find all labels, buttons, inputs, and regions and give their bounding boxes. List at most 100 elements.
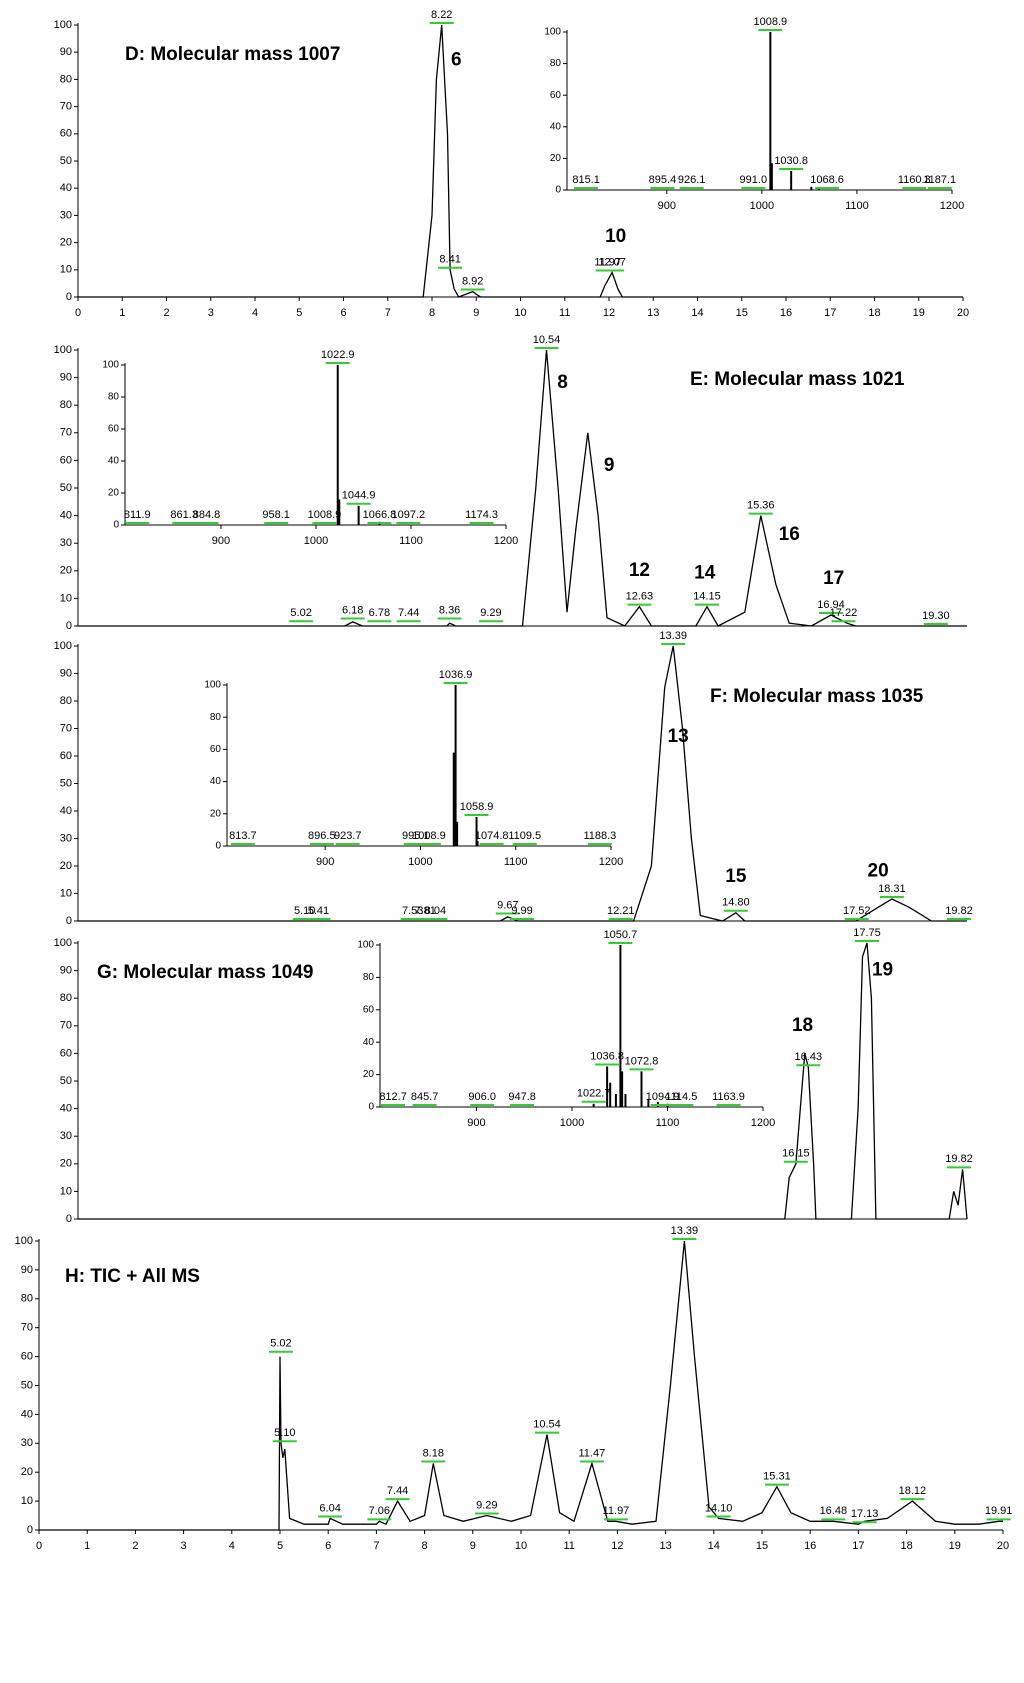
y-tick-label: 80 (21, 1293, 33, 1305)
x-tick-label: 0 (75, 307, 81, 319)
panel-title: E: Molecular mass 1021 (690, 369, 905, 390)
x-tick-label: 13 (659, 1540, 671, 1552)
y-tick-label: 20 (60, 565, 72, 577)
y-tick-label: 0 (555, 185, 561, 196)
compound-label: 8 (557, 372, 568, 393)
y-tick-label: 100 (357, 940, 374, 951)
compound-label: 9 (604, 455, 615, 476)
x-tick-label: 8 (429, 307, 435, 319)
peak-label: 16.48 (820, 1505, 848, 1517)
y-tick-label: 100 (102, 360, 119, 371)
y-tick-label: 40 (21, 1408, 33, 1420)
y-tick-label: 90 (60, 372, 72, 384)
x-tick-label: 1200 (751, 1117, 775, 1129)
peak-label: 16.15 (782, 1148, 810, 1160)
x-tick-label: 1200 (494, 535, 518, 547)
x-tick-label: 7 (385, 307, 391, 319)
peak-label: 5.02 (290, 607, 311, 619)
x-tick-label: 9 (470, 1540, 476, 1552)
x-tick-label: 20 (957, 307, 969, 319)
x-tick-label: 13 (647, 307, 659, 319)
peak-label: 6.04 (319, 1502, 340, 1514)
compound-label: 20 (868, 861, 889, 882)
y-tick-label: 0 (66, 291, 72, 303)
peak-label: 1109.5 (508, 830, 541, 842)
y-tick-label: 40 (108, 456, 120, 467)
peak-label: 5.10 (294, 905, 315, 917)
peak-label: 1022.7 (577, 1088, 611, 1100)
y-tick-label: 60 (60, 1047, 72, 1059)
peak-label: 7.53 (402, 905, 423, 917)
peak-label: 7.44 (398, 607, 419, 619)
peak-label: 861.3 (170, 509, 198, 521)
peak-label: 896.5 (308, 830, 336, 842)
peak-label: 14.80 (722, 897, 750, 909)
y-tick-label: 50 (60, 1075, 72, 1087)
y-tick-label: 100 (54, 344, 72, 356)
x-tick-label: 16 (804, 1540, 816, 1552)
compound-label: 13 (668, 726, 689, 747)
y-tick-label: 90 (60, 965, 72, 977)
panel-title: H: TIC + All MS (65, 1266, 200, 1287)
x-tick-label: 14 (708, 1540, 720, 1552)
y-tick-label: 10 (60, 1185, 72, 1197)
peak-label: 1097.2 (391, 509, 425, 521)
compound-label: 10 (605, 226, 626, 247)
y-tick-label: 60 (210, 744, 222, 755)
peak-label: 11.47 (578, 1447, 605, 1459)
peak-label: 19.30 (922, 610, 950, 622)
y-tick-label: 80 (210, 712, 222, 723)
y-tick-label: 10 (21, 1495, 33, 1507)
y-tick-label: 60 (60, 128, 72, 140)
y-tick-label: 50 (60, 777, 72, 789)
y-tick-label: 100 (54, 937, 72, 949)
y-tick-label: 30 (60, 832, 72, 844)
x-tick-label: 4 (229, 1540, 235, 1552)
y-tick-label: 60 (363, 1004, 375, 1015)
x-tick-label: 1100 (845, 200, 869, 212)
x-tick-label: 15 (756, 1540, 768, 1552)
trace (78, 942, 968, 1220)
y-tick-label: 60 (550, 90, 562, 101)
peak-label: 17.52 (843, 905, 871, 917)
x-tick-label: 1200 (940, 200, 964, 212)
y-tick-label: 70 (60, 1020, 72, 1032)
peak-label: 813.7 (229, 830, 257, 842)
x-tick-label: 17 (824, 307, 836, 319)
peak-label: 12.07 (598, 256, 626, 268)
x-tick-label: 1 (84, 1540, 90, 1552)
peak-label: 5.41 (308, 905, 329, 917)
x-tick-label: 20 (997, 1540, 1009, 1552)
x-tick-label: 2 (163, 307, 169, 319)
peak-label: 7.44 (387, 1485, 408, 1497)
x-tick-label: 12 (611, 1540, 623, 1552)
x-tick-label: 19 (949, 1540, 961, 1552)
y-tick-label: 20 (363, 1069, 375, 1080)
y-tick-label: 20 (60, 1158, 72, 1170)
y-tick-label: 90 (21, 1264, 33, 1276)
peak-label: 15.31 (763, 1471, 791, 1483)
peak-label: 16.43 (795, 1051, 823, 1063)
compound-label: 18 (792, 1015, 813, 1036)
peak-label: 8.92 (462, 275, 483, 287)
y-tick-label: 60 (108, 424, 120, 435)
y-tick-label: 80 (550, 58, 562, 69)
y-tick-label: 70 (60, 427, 72, 439)
x-tick-label: 7 (373, 1540, 379, 1552)
peak-label: 8.04 (425, 905, 446, 917)
peak-label: 19.91 (985, 1505, 1013, 1517)
y-tick-label: 30 (60, 537, 72, 549)
peak-label: 1036.8 (590, 1050, 624, 1062)
peak-label: 1044.9 (342, 490, 376, 502)
y-tick-label: 10 (60, 264, 72, 276)
x-tick-label: 14 (691, 307, 703, 319)
x-tick-label: 1000 (560, 1117, 584, 1129)
compound-label: 17 (823, 568, 844, 589)
x-tick-label: 900 (212, 535, 230, 547)
peak-label: 812.7 (379, 1091, 407, 1103)
peak-label: 947.8 (508, 1091, 536, 1103)
x-tick-label: 6 (325, 1540, 331, 1552)
x-tick-label: 0 (36, 1540, 42, 1552)
y-tick-label: 90 (60, 46, 72, 58)
y-tick-label: 0 (66, 620, 72, 632)
